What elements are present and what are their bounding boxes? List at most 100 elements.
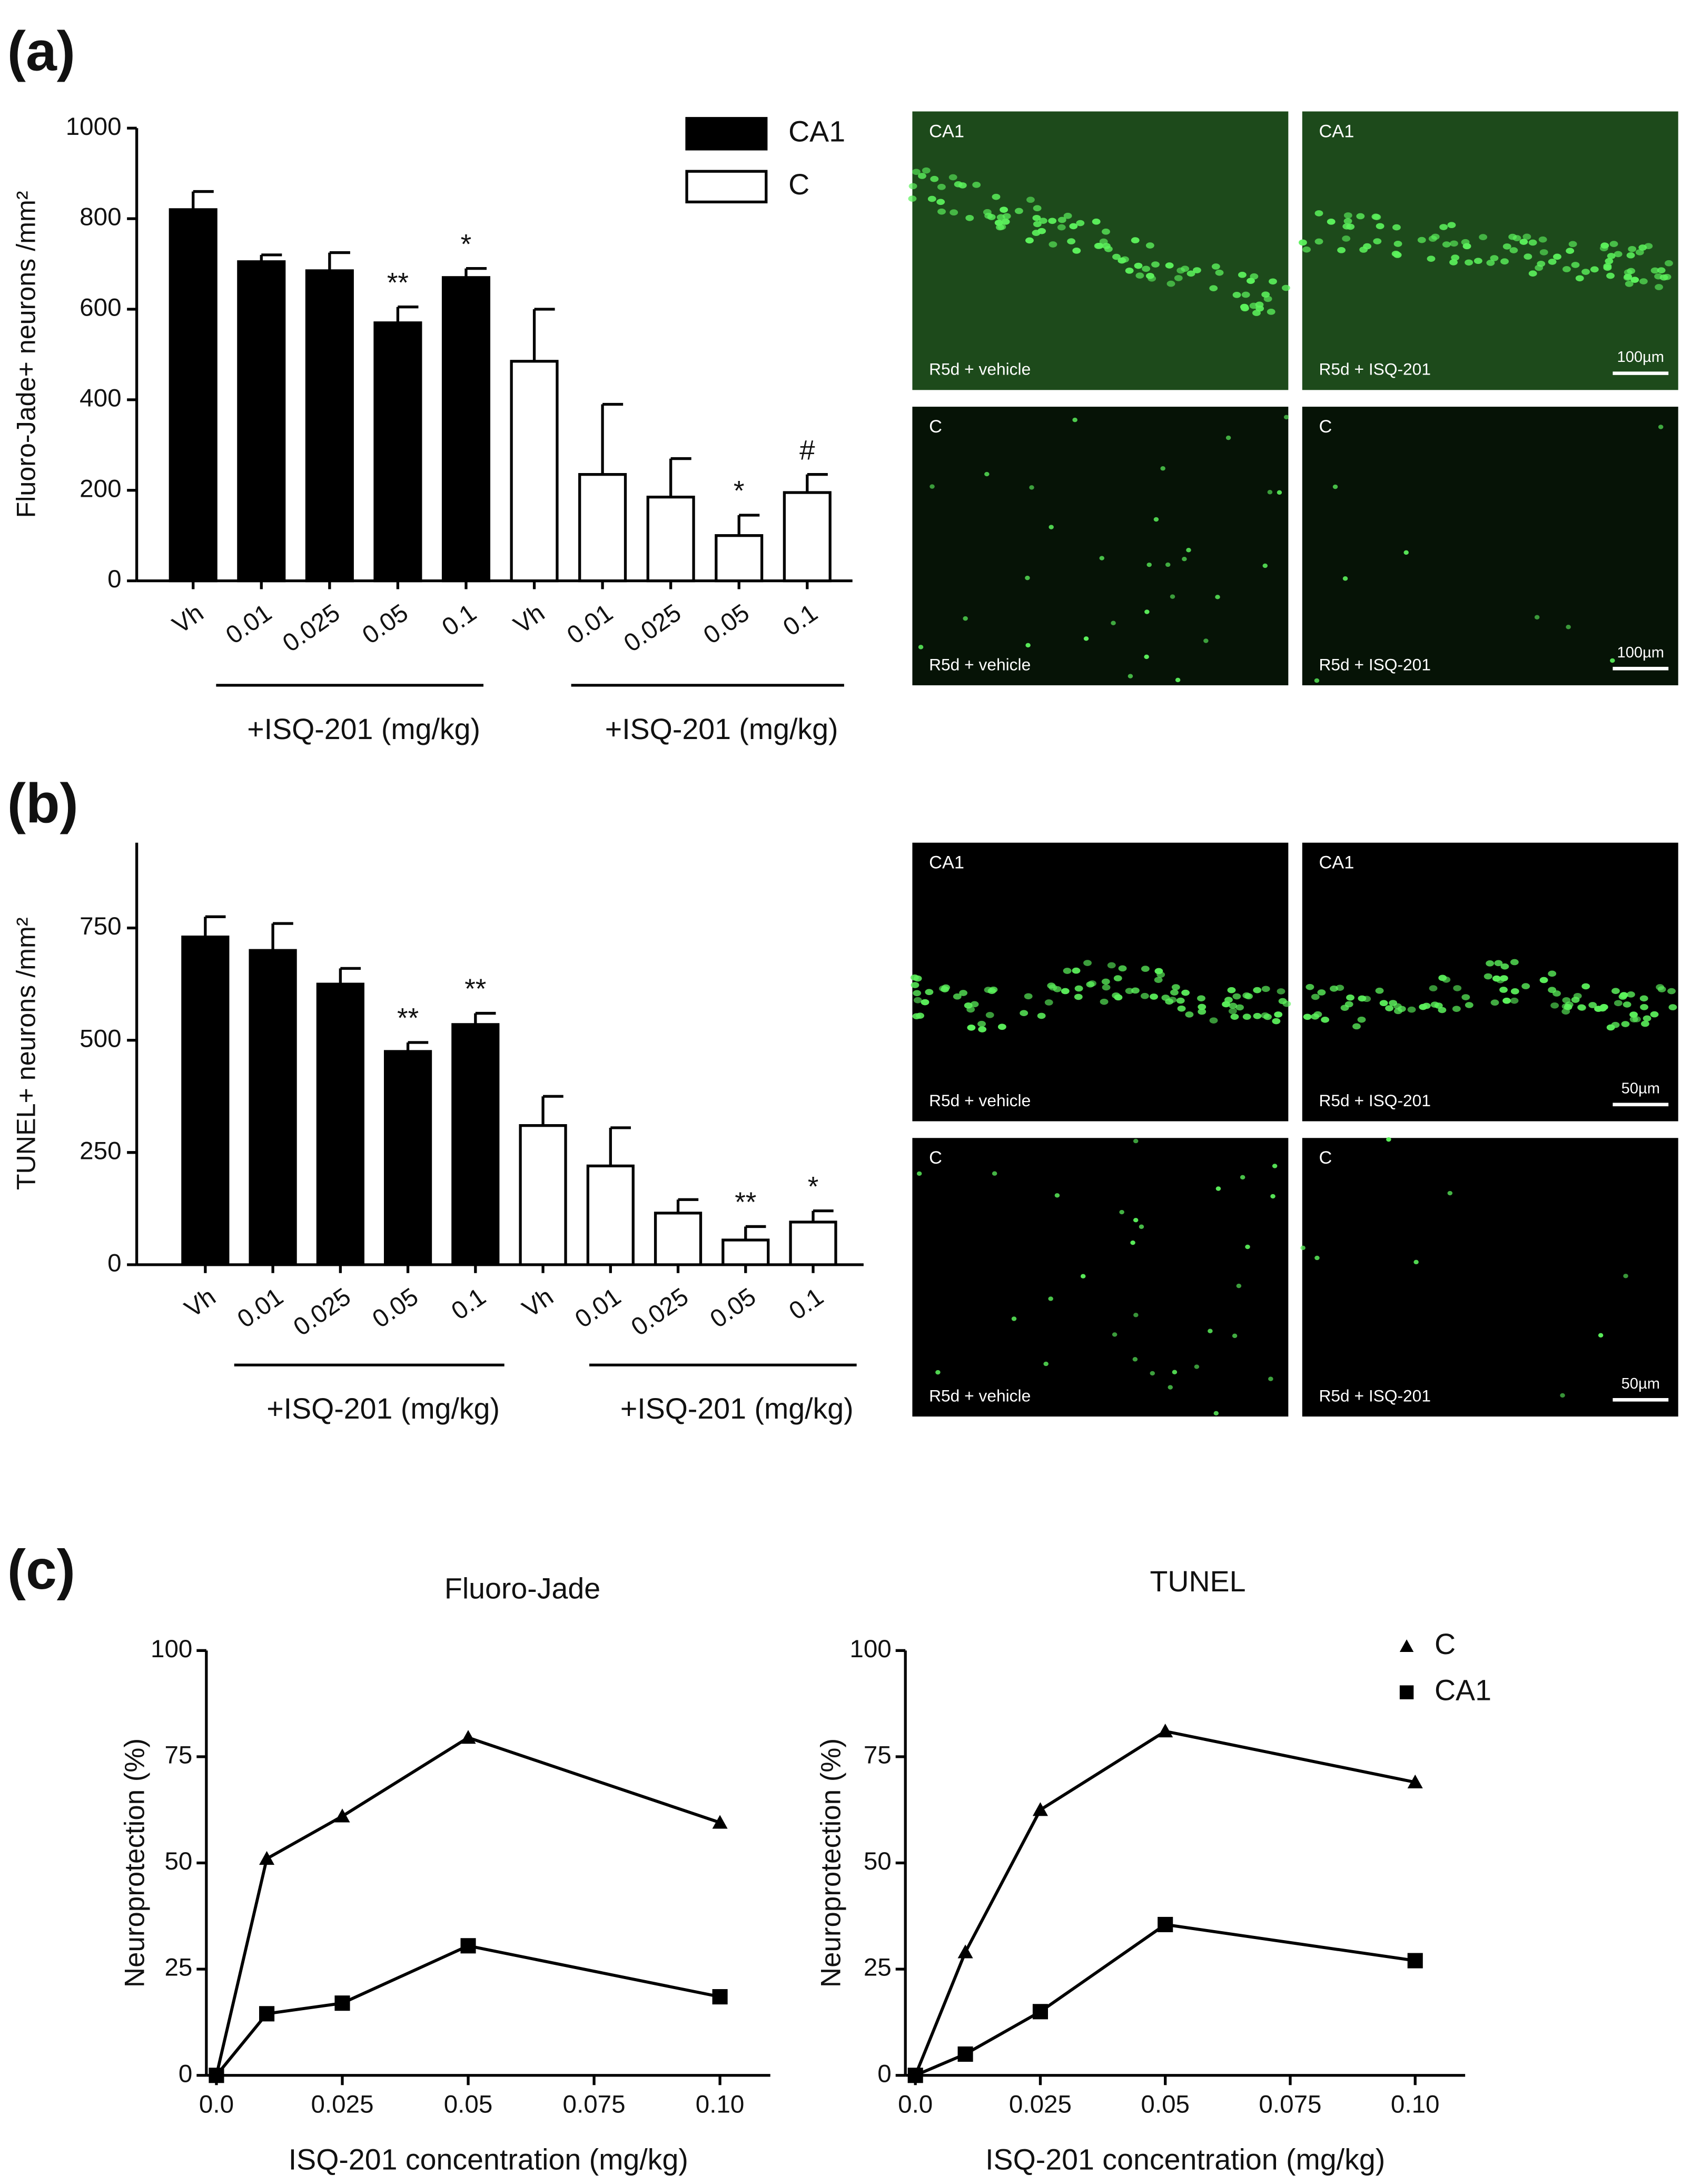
cell	[1430, 1001, 1439, 1008]
cell	[1054, 1193, 1060, 1198]
cell	[1639, 278, 1648, 284]
cell	[1150, 993, 1158, 1000]
cell	[1011, 1316, 1017, 1321]
cell	[1623, 274, 1632, 281]
cell	[1225, 435, 1231, 440]
cell	[1614, 251, 1623, 258]
cell	[1655, 284, 1663, 290]
cell	[1277, 490, 1282, 495]
cell	[1534, 615, 1540, 619]
cell	[1272, 1018, 1281, 1025]
cell	[1452, 1006, 1461, 1012]
cell	[1222, 1001, 1230, 1008]
cell	[1451, 254, 1460, 261]
cell	[930, 175, 939, 182]
cell	[1442, 976, 1451, 983]
marker-square	[460, 1938, 476, 1954]
y-tick-label: 0	[107, 565, 121, 593]
cell	[1020, 1010, 1029, 1017]
cell	[1342, 223, 1351, 230]
cell	[1112, 253, 1121, 260]
bar	[715, 534, 764, 583]
cell	[1461, 239, 1470, 245]
cell	[1512, 235, 1521, 241]
cell	[1522, 233, 1531, 240]
y-axis-label: Neuroprotection (%)	[816, 1738, 847, 1988]
cell	[1548, 259, 1557, 265]
cell	[985, 1012, 994, 1018]
cell	[1538, 236, 1547, 243]
x-tick-label: 0.0	[199, 2091, 234, 2119]
cell	[1321, 1017, 1330, 1023]
cell	[1614, 1000, 1623, 1007]
marker-square	[907, 2068, 923, 2083]
cell	[1128, 674, 1133, 678]
cell	[1230, 1014, 1239, 1020]
cell	[912, 1013, 921, 1019]
micrograph: C R5d + ISQ-201 100µm	[1302, 407, 1678, 685]
cell	[1247, 278, 1255, 284]
cell	[1232, 292, 1241, 298]
cell	[978, 1026, 987, 1032]
cell	[1198, 1004, 1207, 1010]
marker-triangle	[259, 1851, 275, 1865]
cell	[1502, 243, 1511, 250]
cell	[1039, 218, 1047, 224]
cell	[1590, 266, 1599, 273]
cell	[1623, 1001, 1631, 1008]
bar	[586, 1164, 635, 1266]
y-tick-label: 100	[151, 1635, 192, 1663]
cell	[918, 645, 924, 650]
cell	[1496, 977, 1505, 983]
cell	[953, 993, 962, 1000]
cell	[1598, 1333, 1604, 1338]
cell	[1132, 1357, 1138, 1362]
cell	[1453, 985, 1462, 991]
cell	[1177, 1005, 1186, 1012]
micrograph-region: CA1	[929, 852, 964, 872]
y-tick-label: 500	[80, 1025, 121, 1052]
cell	[963, 616, 968, 621]
cell	[908, 195, 917, 202]
cell	[1581, 983, 1590, 990]
cell	[1490, 999, 1499, 1006]
panel-label: (b)	[7, 773, 78, 835]
bar	[789, 1221, 837, 1266]
cell	[1494, 960, 1503, 967]
cell	[1528, 270, 1537, 277]
cell	[1300, 1245, 1306, 1251]
cell	[1413, 1260, 1419, 1265]
y-tick-label: 1000	[66, 113, 122, 141]
cell	[1484, 973, 1492, 980]
cell	[1262, 563, 1268, 568]
cell	[1203, 638, 1209, 643]
cell	[927, 195, 936, 202]
x-tick-label: 0.05	[698, 599, 754, 650]
cell	[916, 1171, 922, 1176]
x-tick-label: 0.10	[696, 2091, 745, 2119]
cell	[1429, 985, 1438, 991]
cell	[1553, 253, 1561, 260]
micrograph: CA1 R5d + ISQ-201 100µm	[1298, 111, 1678, 390]
marker-square	[1407, 1953, 1423, 1969]
cell	[1211, 263, 1220, 270]
cell	[1242, 1014, 1251, 1020]
cell	[1573, 992, 1582, 999]
marker-square	[209, 2068, 224, 2083]
cell	[1561, 1008, 1570, 1015]
cell	[1628, 245, 1637, 252]
bar	[169, 208, 217, 583]
bar	[510, 360, 559, 583]
legend-swatch	[685, 170, 768, 204]
scale-bar-label: 100µm	[1617, 644, 1664, 661]
cell	[911, 982, 919, 988]
cell	[1165, 262, 1174, 269]
significance: *	[461, 229, 472, 260]
x-tick-label: 0.05	[444, 2091, 493, 2119]
cell	[948, 174, 957, 181]
cell	[1174, 275, 1183, 281]
cell	[1119, 1209, 1124, 1215]
cell	[1272, 1164, 1278, 1168]
cell	[954, 181, 963, 188]
micrograph-condition: R5d + ISQ-201	[1319, 360, 1431, 379]
